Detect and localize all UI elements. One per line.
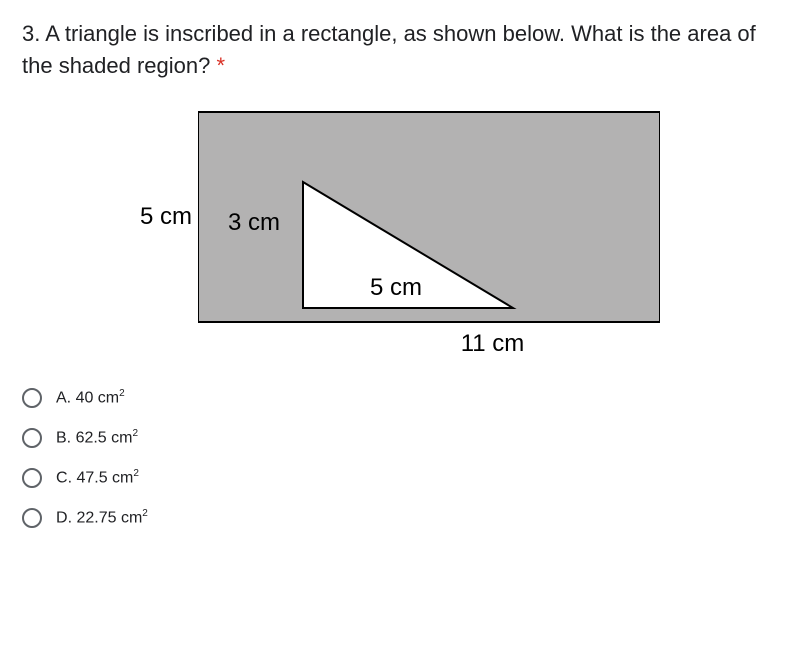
- radio-icon: [22, 468, 42, 488]
- option-a[interactable]: A. 40 cm2: [22, 388, 778, 408]
- question-text: 3. A triangle is inscribed in a rectangl…: [22, 18, 778, 82]
- rect-height-label: 5 cm: [140, 203, 192, 231]
- option-b[interactable]: B. 62.5 cm2: [22, 428, 778, 448]
- required-marker: *: [217, 53, 226, 78]
- tri-base-label: 5 cm: [370, 274, 422, 301]
- tri-height-label: 3 cm: [228, 209, 280, 236]
- option-label: B. 62.5 cm2: [56, 428, 138, 447]
- question-body: A triangle is inscribed in a rectangle, …: [22, 21, 756, 78]
- geometry-figure: 3 cm 5 cm: [198, 110, 660, 324]
- question-number: 3.: [22, 21, 40, 46]
- radio-icon: [22, 428, 42, 448]
- radio-icon: [22, 388, 42, 408]
- option-label: A. 40 cm2: [56, 388, 125, 407]
- radio-icon: [22, 508, 42, 528]
- option-c[interactable]: C. 47.5 cm2: [22, 468, 778, 488]
- diagram: 5 cm 3 cm 5 cm 11 cm: [22, 110, 778, 358]
- option-label: C. 47.5 cm2: [56, 468, 139, 487]
- option-label: D. 22.75 cm2: [56, 508, 148, 527]
- rect-width-label: 11 cm: [461, 330, 525, 358]
- answer-options: A. 40 cm2 B. 62.5 cm2 C. 47.5 cm2 D. 22.…: [22, 388, 778, 528]
- option-d[interactable]: D. 22.75 cm2: [22, 508, 778, 528]
